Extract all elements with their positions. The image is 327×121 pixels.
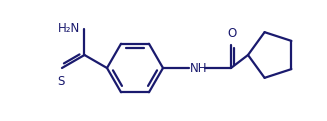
Text: S: S [57,75,65,88]
Text: NH: NH [190,63,208,76]
Text: H₂N: H₂N [58,22,80,34]
Text: O: O [227,27,237,40]
